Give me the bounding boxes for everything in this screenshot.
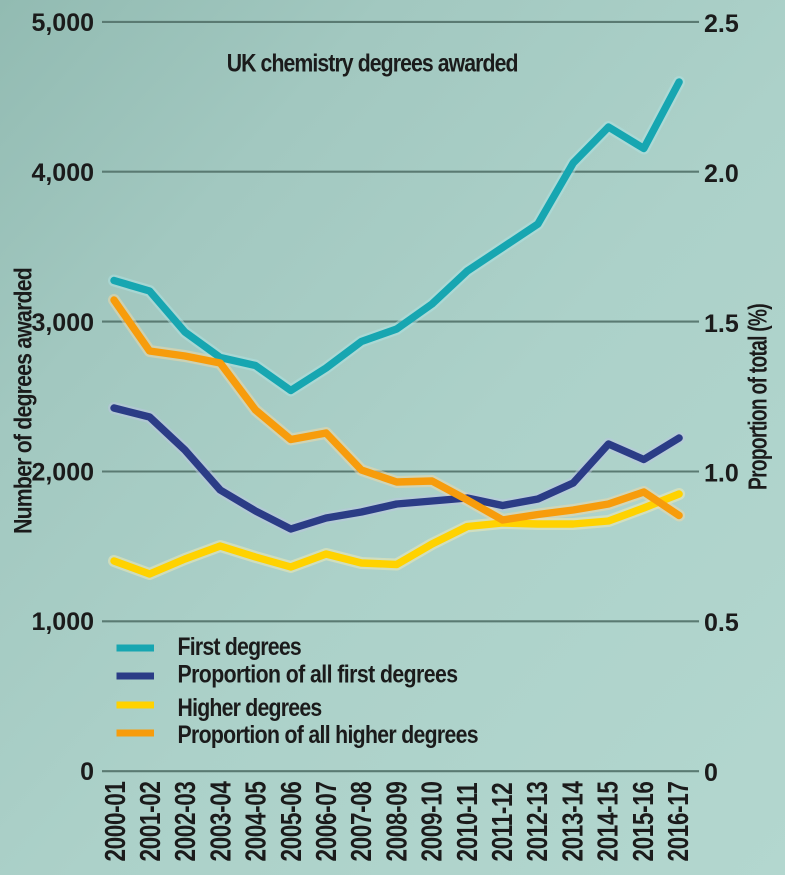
svg-text:Proportion of total (%): Proportion of total (%) xyxy=(743,304,773,490)
svg-text:2.5: 2.5 xyxy=(704,10,739,38)
svg-text:2008-09: 2008-09 xyxy=(382,781,413,861)
svg-text:2001-02: 2001-02 xyxy=(135,781,166,861)
svg-text:2015-16: 2015-16 xyxy=(628,781,659,861)
svg-text:2007-08: 2007-08 xyxy=(347,781,378,861)
svg-text:4,000: 4,000 xyxy=(31,159,94,187)
svg-text:UK chemistry degrees awarded: UK chemistry degrees awarded xyxy=(227,49,518,77)
svg-text:2012-13: 2012-13 xyxy=(523,781,554,861)
svg-text:5,000: 5,000 xyxy=(31,9,94,37)
svg-text:2014-15: 2014-15 xyxy=(593,781,624,861)
svg-text:3,000: 3,000 xyxy=(31,309,94,337)
svg-text:2006-07: 2006-07 xyxy=(311,781,342,861)
svg-text:2000-01: 2000-01 xyxy=(100,781,131,861)
svg-text:First degrees: First degrees xyxy=(178,632,301,660)
svg-text:2,000: 2,000 xyxy=(31,459,94,487)
svg-text:2004-05: 2004-05 xyxy=(241,781,272,861)
svg-text:2009-10: 2009-10 xyxy=(417,781,448,861)
svg-text:Proportion of all first degree: Proportion of all first degrees xyxy=(178,660,458,688)
svg-text:2005-06: 2005-06 xyxy=(276,781,307,861)
svg-text:2003-04: 2003-04 xyxy=(206,781,237,862)
svg-text:1.5: 1.5 xyxy=(704,310,739,338)
svg-text:2013-14: 2013-14 xyxy=(558,781,589,862)
svg-text:1,000: 1,000 xyxy=(31,608,94,636)
svg-text:2.0: 2.0 xyxy=(704,160,739,188)
svg-text:Number of degrees awarded: Number of degrees awarded xyxy=(9,268,37,534)
svg-text:2010-11: 2010-11 xyxy=(452,783,483,862)
svg-text:0: 0 xyxy=(80,758,94,786)
svg-text:0.5: 0.5 xyxy=(704,609,739,637)
svg-text:Proportion of all higher degre: Proportion of all higher degrees xyxy=(178,720,478,748)
svg-text:2002-03: 2002-03 xyxy=(171,781,202,861)
svg-text:2016-17: 2016-17 xyxy=(663,781,694,861)
svg-text:0: 0 xyxy=(704,759,718,787)
svg-text:2011-12: 2011-12 xyxy=(487,783,518,862)
svg-text:1.0: 1.0 xyxy=(704,460,739,488)
svg-text:Higher degrees: Higher degrees xyxy=(178,693,322,721)
